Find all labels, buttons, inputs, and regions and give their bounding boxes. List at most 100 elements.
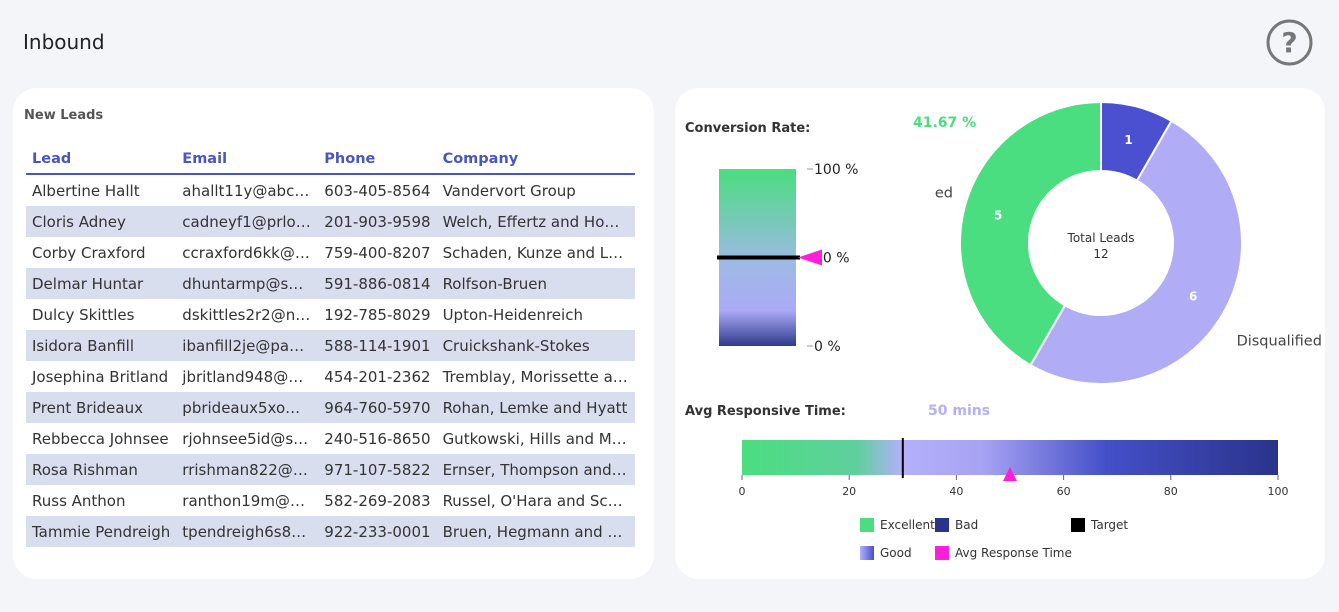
table-row[interactable]: Russ Anthon ranthon19m@cr... 582-269-2083 R…	[26, 485, 635, 516]
table-header-row: Lead Email Phone Company	[26, 145, 635, 175]
lead-name-cell: Corby Craxford	[32, 243, 146, 262]
avg-response-time-legend-swatch	[935, 546, 949, 560]
phone-cell: 922-233-0001	[318, 516, 437, 547]
phone-cell: 454-201-2362	[324, 367, 431, 386]
phone-cell: 582-269-2083	[324, 491, 431, 510]
avg-response-time-label: Avg Responsive Time:	[685, 404, 846, 419]
email-cell: ahallt11y@abc.n...	[182, 181, 319, 200]
company-cell: Vandervort Group	[442, 181, 576, 200]
company-cell: Ernser, Thompson and Re...	[436, 454, 635, 485]
phone-cell: 964-760-5970	[318, 392, 437, 423]
gauge-tick-label: 100 %	[814, 162, 858, 178]
company-cell: Upton-Heidenreich	[442, 305, 583, 324]
lead-name-cell: Rosa Rishman	[26, 454, 177, 485]
response-time-bullet-chart: 0 20 40 60 80 100 Excellent Bad Target Good Avg R…	[739, 438, 1289, 560]
donut-center-label: Total Leads	[1067, 231, 1135, 245]
lead-name-cell: Delmar Huntar	[26, 268, 177, 299]
column-header-company[interactable]: Company	[436, 145, 635, 175]
donut-slice-value: 1	[1124, 133, 1132, 147]
response-tick-label: 0	[739, 485, 746, 498]
column-header-phone[interactable]: Phone	[318, 145, 437, 175]
table-row[interactable]: Rebbecca Johnsee rjohnsee5id@sci... 240-51…	[26, 423, 635, 454]
phone-cell: 588-114-1901	[318, 330, 437, 361]
metrics-card: Conversion Rate: Avg Responsive Time: 50…	[675, 88, 1325, 579]
lead-name-cell: Josephina Britland	[32, 367, 169, 386]
excellent-legend-swatch	[860, 518, 874, 532]
phone-cell: 240-516-8650	[324, 429, 431, 448]
conversion-rate-label: Conversion Rate:	[685, 121, 811, 136]
column-header-email[interactable]: Email	[176, 145, 319, 175]
company-cell: Rolfson-Bruen	[436, 268, 635, 299]
company-cell: Russel, O'Hara and Schae...	[442, 491, 635, 510]
donut-slice-label: Qualified	[935, 185, 953, 201]
donut-slice-label: Disqualified	[1237, 334, 1322, 350]
email-cell: rjohnsee5id@sci...	[182, 429, 319, 448]
lead-name-cell: Tammie Pendreigh	[26, 516, 177, 547]
table-row[interactable]: Tammie Pendreigh tpendreigh6s8@... 922-233…	[26, 516, 635, 547]
response-tick-label: 80	[1164, 485, 1178, 498]
lead-name-cell: Isidora Banfill	[26, 330, 177, 361]
leads-donut-chart: 1Discovery6Disqualified5Qualified Total …	[935, 100, 1322, 385]
lead-name-cell: Rebbecca Johnsee	[32, 429, 169, 448]
gauge-tick-label: 0 %	[814, 339, 841, 355]
donut-slice-value: 5	[994, 208, 1002, 222]
email-cell: tpendreigh6s8@...	[176, 516, 319, 547]
donut-slice-qualified[interactable]	[959, 100, 1102, 367]
legend-label: Good	[880, 546, 912, 560]
company-cell: Schaden, Kunze and Larson	[442, 243, 635, 262]
table-row[interactable]: Isidora Banfill ibanfill2je@page... 588-11…	[26, 330, 635, 361]
avg-response-time-value: 50 mins	[928, 403, 991, 419]
gauge-tick-label: 50 %	[814, 251, 850, 267]
phone-cell: 603-405-8564	[324, 181, 431, 200]
lead-name-cell: Prent Brideaux	[26, 392, 177, 423]
leads-table: Lead Email Phone Company Albertine Hallt…	[26, 145, 635, 547]
company-cell: Tremblay, Morissette and...	[442, 367, 635, 386]
table-row[interactable]: Josephina Britland jbritland948@na... 454-…	[26, 361, 635, 392]
svg-text:?: ?	[1281, 26, 1297, 59]
table-row[interactable]: Corby Craxford ccraxford6kk@w... 759-400-8…	[26, 237, 635, 268]
company-cell: Cruickshank-Stokes	[436, 330, 635, 361]
response-tick-label: 60	[1057, 485, 1071, 498]
table-row[interactable]: Dulcy Skittles dskittles2r2@nyt... 192-785…	[26, 299, 635, 330]
table-row[interactable]: Prent Brideaux pbrideaux5xo@t... 964-760-5…	[26, 392, 635, 423]
email-cell: rrishman822@uc...	[176, 454, 319, 485]
table-row[interactable]: Albertine Hallt ahallt11y@abc.n... 603-405…	[26, 174, 635, 206]
conversion-gauge: 100 % 50 % 0 %	[717, 162, 858, 355]
gauge-value-marker	[798, 249, 822, 266]
email-cell: dskittles2r2@nyt...	[182, 305, 319, 324]
table-row[interactable]: Rosa Rishman rrishman822@uc... 971-107-582…	[26, 454, 635, 485]
email-cell: ibanfill2je@page...	[176, 330, 319, 361]
response-tick-label: 20	[842, 485, 856, 498]
legend-label: Target	[1090, 518, 1128, 532]
question-circle-icon[interactable]: ?	[1266, 19, 1313, 66]
table-row[interactable]: Delmar Huntar dhuntarmp@squ... 591-886-081…	[26, 268, 635, 299]
target-legend-swatch	[1071, 518, 1085, 532]
table-row[interactable]: Cloris Adney cadneyf1@prlog.... 201-903-95…	[26, 206, 635, 237]
lead-name-cell: Cloris Adney	[26, 206, 177, 237]
donut-center-value: 12	[1093, 247, 1108, 261]
phone-cell: 591-886-0814	[318, 268, 437, 299]
donut-slice-value: 6	[1189, 289, 1197, 303]
new-leads-card: New Leads Lead Email Phone Company Alber…	[13, 88, 654, 579]
good-legend-swatch	[860, 546, 874, 560]
donut-slice-disqualified[interactable]	[1029, 119, 1243, 385]
legend-label: Excellent	[880, 518, 935, 532]
response-tick-label: 40	[949, 485, 963, 498]
email-cell: pbrideaux5xo@t...	[176, 392, 319, 423]
phone-cell: 192-785-8029	[324, 305, 431, 324]
page-title: Inbound	[23, 30, 105, 54]
company-cell: Welch, Effertz and Hoppe	[436, 206, 635, 237]
legend-label: Avg Response Time	[955, 546, 1072, 560]
bad-legend-swatch	[935, 518, 949, 532]
column-header-lead[interactable]: Lead	[26, 145, 177, 175]
phone-cell: 759-400-8207	[324, 243, 431, 262]
email-cell: cadneyf1@prlog....	[176, 206, 319, 237]
response-value-marker	[1003, 467, 1017, 481]
phone-cell: 971-107-5822	[318, 454, 437, 485]
email-cell: ccraxford6kk@w...	[182, 243, 319, 262]
lead-name-cell: Dulcy Skittles	[32, 305, 135, 324]
email-cell: dhuntarmp@squ...	[176, 268, 319, 299]
response-tick-label: 100	[1268, 485, 1289, 498]
lead-name-cell: Russ Anthon	[32, 491, 126, 510]
company-cell: Gutkowski, Hills and Mohr	[442, 429, 635, 448]
